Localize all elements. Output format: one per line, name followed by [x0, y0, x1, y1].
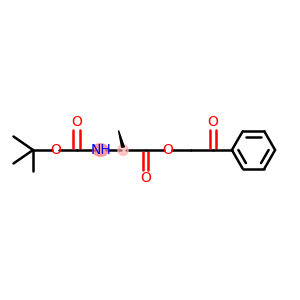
Text: O: O [208, 115, 218, 129]
Text: NH: NH [90, 143, 111, 157]
Text: O: O [140, 171, 151, 185]
Text: O: O [50, 143, 61, 157]
Ellipse shape [93, 144, 108, 156]
Polygon shape [118, 130, 124, 147]
Text: O: O [71, 115, 82, 129]
Ellipse shape [118, 145, 128, 155]
Text: O: O [163, 143, 173, 157]
